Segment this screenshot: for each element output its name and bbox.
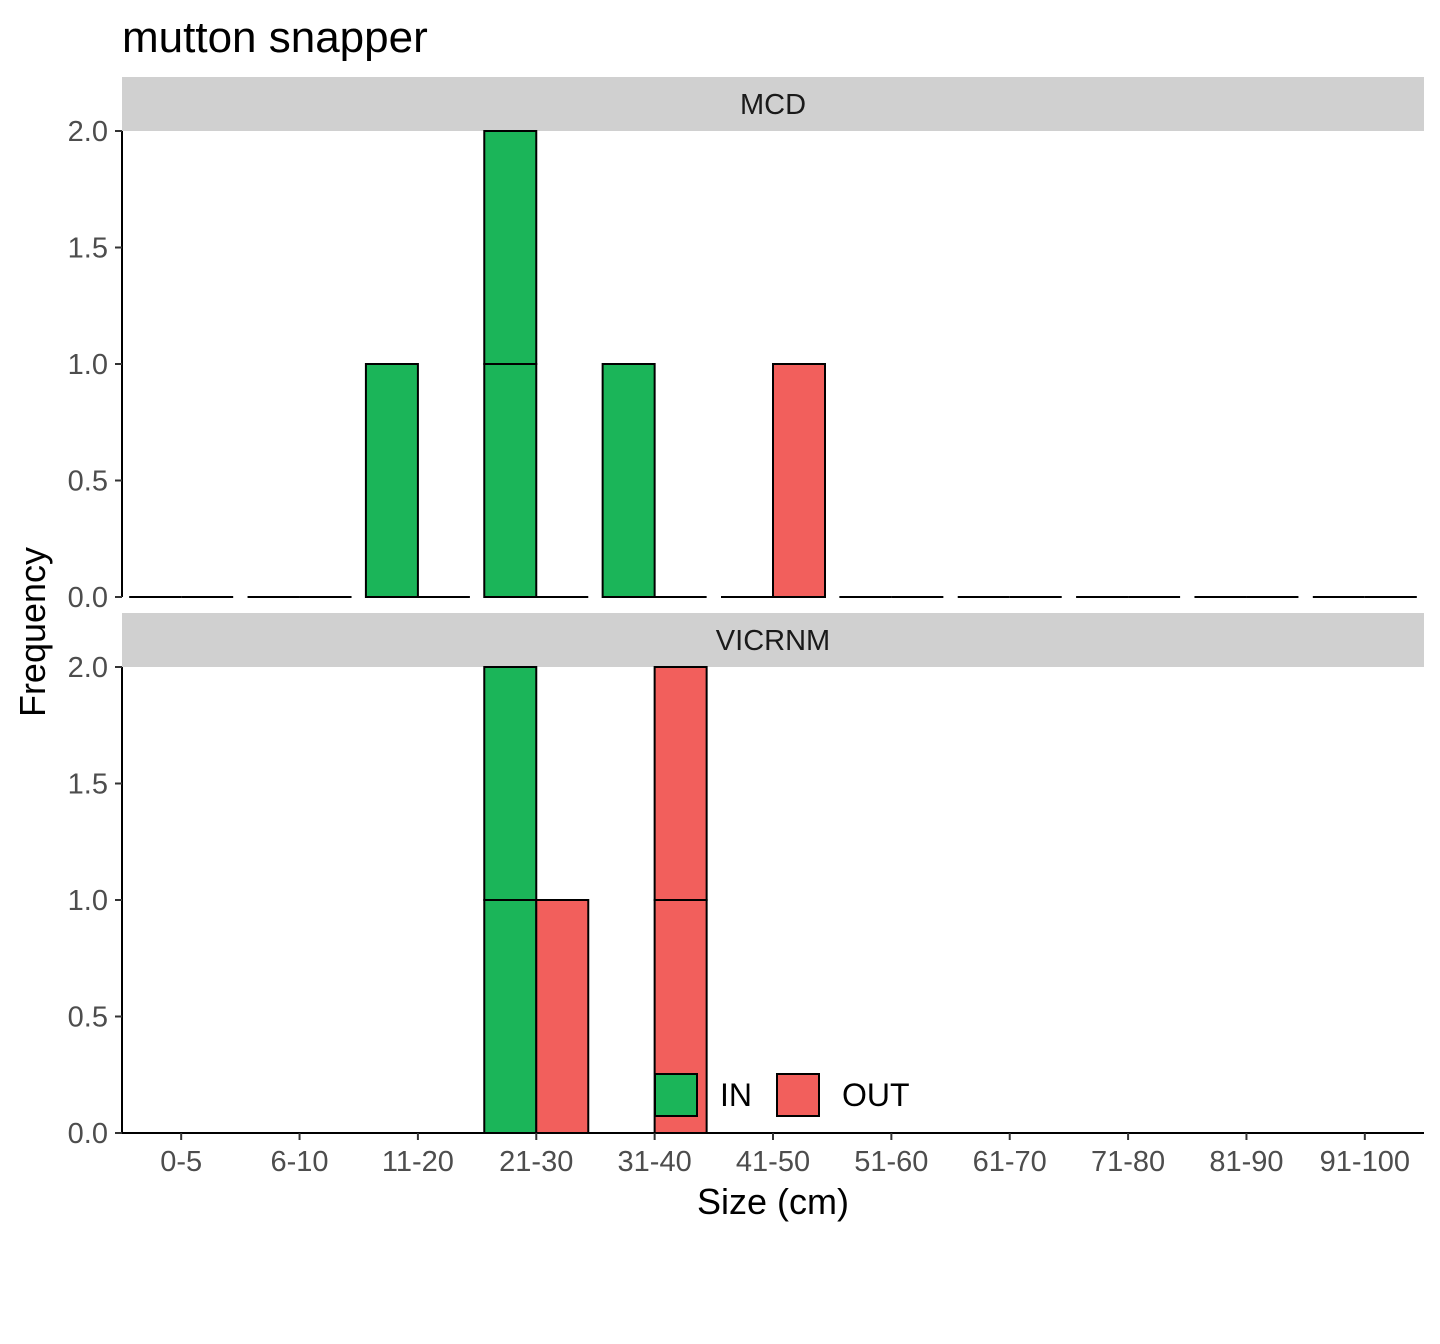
x-tick-label: 91-100 bbox=[1320, 1146, 1410, 1178]
facet-panel-vicrnm: VICRNM 0.0 0.5 1.0 1.5 2.0 bbox=[68, 613, 1424, 1150]
x-tick-label: 51-60 bbox=[854, 1146, 928, 1178]
bar-in bbox=[483, 899, 538, 1134]
bar-in bbox=[483, 363, 538, 598]
y-tick-label: 1.0 bbox=[68, 349, 108, 381]
y-tick-label: 2.0 bbox=[68, 652, 108, 684]
bar-out bbox=[653, 666, 708, 901]
x-tick-label: 41-50 bbox=[736, 1146, 810, 1178]
legend: IN OUT bbox=[654, 1073, 910, 1117]
bar-in bbox=[364, 363, 419, 598]
y-axis-title: Frequency bbox=[12, 547, 53, 717]
chart-title: mutton snapper bbox=[122, 13, 428, 62]
facet-panels: MCD 0.0 0.5 1.0 1.5 2.0 VICRNM 0.0 0.5 1.0 1.5 2.0 bbox=[68, 77, 1424, 1150]
bar-out bbox=[535, 899, 590, 1134]
facet-strip bbox=[122, 613, 1424, 667]
bar-in bbox=[483, 130, 538, 365]
facet-panel-mcd: MCD 0.0 0.5 1.0 1.5 2.0 bbox=[68, 77, 1424, 614]
x-tick-label: 71-80 bbox=[1091, 1146, 1165, 1178]
y-tick-label: 0.0 bbox=[68, 1118, 108, 1150]
facet-strip bbox=[122, 77, 1424, 131]
x-tick-label: 21-30 bbox=[499, 1146, 573, 1178]
x-tick-label: 0-5 bbox=[160, 1146, 202, 1178]
legend-key-in bbox=[654, 1073, 698, 1117]
y-tick-label: 1.5 bbox=[68, 233, 108, 265]
facet-strip-label: MCD bbox=[740, 89, 806, 121]
legend-label-out: OUT bbox=[842, 1077, 910, 1113]
legend-key-out bbox=[776, 1073, 820, 1117]
x-tick-label: 81-90 bbox=[1209, 1146, 1283, 1178]
x-axis: 0-5 6-10 11-20 21-30 31-40 41-50 51-60 61-70 71-… bbox=[122, 1132, 1424, 1178]
x-tick-label: 61-70 bbox=[973, 1146, 1047, 1178]
y-tick-label: 2.0 bbox=[68, 116, 108, 148]
bar-out bbox=[772, 363, 826, 598]
y-tick-label: 0.5 bbox=[68, 466, 108, 498]
y-tick-label: 1.5 bbox=[68, 769, 108, 801]
legend-label-in: IN bbox=[720, 1077, 752, 1113]
bar-in bbox=[483, 666, 538, 901]
y-tick-label: 0.5 bbox=[68, 1002, 108, 1034]
y-tick-label: 1.0 bbox=[68, 885, 108, 917]
bar-in bbox=[601, 363, 656, 598]
facet-strip-label: VICRNM bbox=[716, 625, 830, 657]
x-axis-title: Size (cm) bbox=[697, 1181, 849, 1222]
x-tick-label: 11-20 bbox=[382, 1146, 454, 1178]
y-tick-label: 0.0 bbox=[68, 582, 108, 614]
x-tick-label: 31-40 bbox=[618, 1146, 692, 1178]
x-tick-label: 6-10 bbox=[271, 1146, 329, 1178]
